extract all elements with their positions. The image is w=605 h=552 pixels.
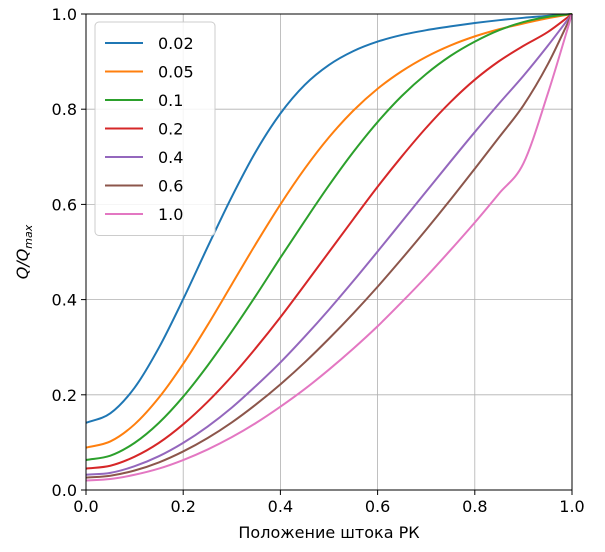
y-axis-label-main: Q/Q [13, 249, 32, 280]
legend: 0.02 0.05 0.1 0.2 0.4 0.6 1.0 [94, 21, 216, 236]
x-tick-label: 1.0 [559, 497, 584, 516]
series-line-0-2 [85, 13, 573, 470]
x-tick-label: 0.6 [365, 497, 390, 516]
legend-label: 0.4 [158, 148, 183, 167]
legend-label: 0.05 [158, 63, 194, 82]
legend-box [94, 21, 216, 236]
y-tick-label: 1.0 [52, 5, 77, 24]
y-tick-label: 0.8 [52, 100, 77, 119]
legend-label: 0.2 [158, 120, 183, 139]
series-line-1-0 [85, 13, 573, 482]
series-lines [85, 13, 573, 482]
series-line-0-4 [85, 13, 573, 476]
legend-label: 0.6 [158, 177, 183, 196]
plot-frame [85, 13, 573, 491]
axis-ticks: 0.0 0.2 0.4 0.6 0.8 1.0 0.0 0.2 0.4 0.6 0.8 1.0 [52, 5, 585, 516]
series-line-0-02 [85, 13, 573, 424]
y-axis-label: Q/Qmax [13, 224, 35, 279]
y-tick-label: 0.0 [52, 481, 77, 500]
x-tick-label: 0.8 [462, 497, 487, 516]
legend-label: 1.0 [158, 205, 183, 224]
x-axis-label: Положение штока РК [238, 523, 420, 542]
legend-label: 0.1 [158, 91, 183, 110]
x-tick-label: 0.0 [73, 497, 98, 516]
x-tick-label: 0.4 [268, 497, 293, 516]
series-line-0-05 [85, 13, 573, 449]
x-tick-label: 0.2 [170, 497, 195, 516]
y-axis-label-subscript: max [22, 224, 35, 248]
y-tick-label: 0.4 [52, 291, 77, 310]
y-tick-label: 0.2 [52, 386, 77, 405]
y-tick-label: 0.6 [52, 195, 77, 214]
series-line-0-6 [85, 13, 573, 479]
legend-label: 0.02 [158, 34, 194, 53]
series-line-0-1 [85, 13, 573, 461]
